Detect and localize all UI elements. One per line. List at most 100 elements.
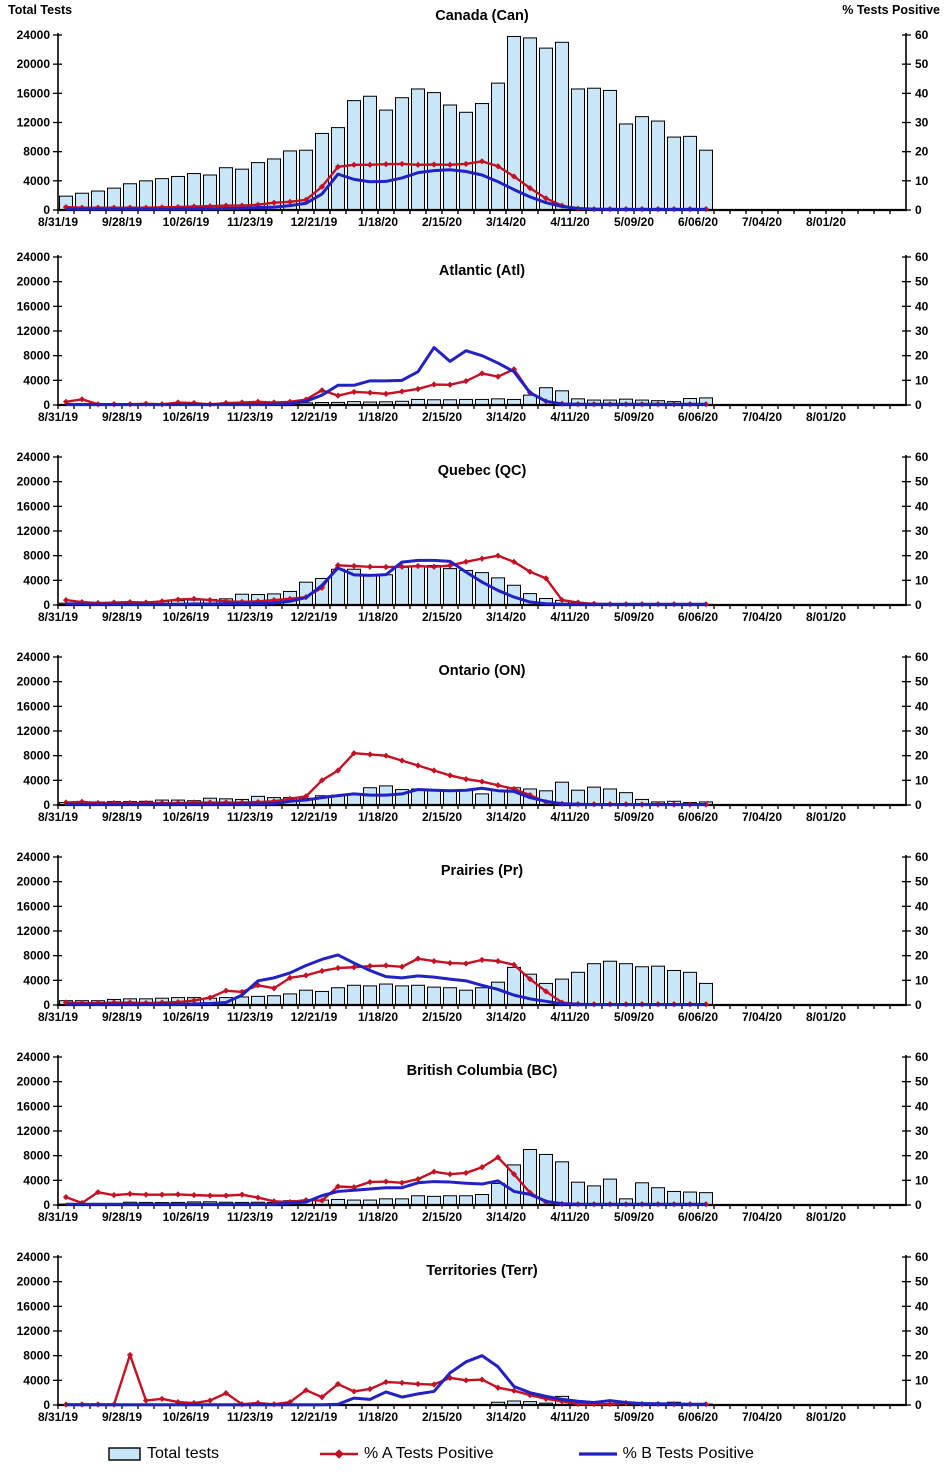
svg-text:20: 20 [915,949,929,963]
svg-text:12000: 12000 [17,524,51,538]
svg-text:10: 10 [915,573,929,587]
svg-text:5/09/20: 5/09/20 [614,215,654,229]
svg-text:12000: 12000 [17,1324,51,1338]
svg-text:20000: 20000 [17,675,51,689]
legend-label-total-tests: Total tests [147,1445,220,1462]
svg-text:16000: 16000 [17,699,51,713]
svg-text:9/28/19: 9/28/19 [102,610,142,624]
svg-text:11/23/19: 11/23/19 [227,215,273,229]
svg-text:0: 0 [915,798,922,812]
svg-text:16000: 16000 [17,899,51,913]
svg-text:0: 0 [43,1398,50,1412]
svg-text:50: 50 [915,1075,929,1089]
svg-text:11/23/19: 11/23/19 [227,410,273,424]
svg-text:11/23/19: 11/23/19 [227,810,273,824]
chart-svg: 0 4000 8000 12000 16000 20000 24000 0 10 20 30 40 50… [17,1050,929,1224]
svg-text:0: 0 [43,798,50,812]
left-axis-title: Total Tests [8,3,72,17]
svg-text:12/21/19: 12/21/19 [291,1010,338,1024]
svg-text:2/15/20: 2/15/20 [422,1210,462,1224]
svg-text:12/21/19: 12/21/19 [291,610,338,624]
svg-text:24000: 24000 [17,250,51,264]
svg-text:1/18/20: 1/18/20 [358,1410,398,1424]
svg-text:8/01/20: 8/01/20 [806,215,846,229]
svg-text:12000: 12000 [17,924,51,938]
svg-text:8/01/20: 8/01/20 [806,1210,846,1224]
svg-text:20000: 20000 [17,1275,51,1289]
svg-text:20: 20 [915,349,929,363]
svg-text:10/26/19: 10/26/19 [163,410,210,424]
svg-text:4000: 4000 [23,973,50,987]
panel-atlantic-atl: 0 4000 8000 12000 16000 20000 24000 0 10 20 30 40 50… [0,232,947,432]
svg-text:12/21/19: 12/21/19 [291,410,338,424]
svg-text:0: 0 [43,398,50,412]
svg-text:5/09/20: 5/09/20 [614,610,654,624]
svg-text:8/31/19: 8/31/19 [38,410,78,424]
svg-text:10: 10 [915,773,929,787]
chart-svg: 0 4000 8000 12000 16000 20000 24000 0 10 20 30 40 50… [8,3,940,229]
svg-text:1/18/20: 1/18/20 [358,810,398,824]
svg-text:4000: 4000 [23,773,50,787]
svg-text:7/04/20: 7/04/20 [742,410,782,424]
panel-title: Atlantic (Atl) [439,263,525,279]
svg-text:60: 60 [915,1250,929,1264]
svg-text:8/31/19: 8/31/19 [38,1410,78,1424]
svg-text:6/06/20: 6/06/20 [678,1410,718,1424]
svg-text:7/04/20: 7/04/20 [742,215,782,229]
svg-text:0: 0 [915,1398,922,1412]
svg-text:1/18/20: 1/18/20 [358,1210,398,1224]
svg-text:0: 0 [915,203,922,217]
svg-text:1/18/20: 1/18/20 [358,610,398,624]
svg-text:24000: 24000 [17,1250,51,1264]
svg-text:6/06/20: 6/06/20 [678,215,718,229]
svg-text:40: 40 [915,899,929,913]
svg-text:20000: 20000 [17,875,51,889]
svg-text:5/09/20: 5/09/20 [614,410,654,424]
chart-svg: 0 4000 8000 12000 16000 20000 24000 0 10 20 30 40 50… [17,450,929,624]
svg-text:20000: 20000 [17,275,51,289]
svg-text:8000: 8000 [23,145,50,159]
svg-text:12000: 12000 [17,324,51,338]
svg-text:11/23/19: 11/23/19 [227,1410,273,1424]
svg-text:8/01/20: 8/01/20 [806,1010,846,1024]
svg-text:8000: 8000 [23,949,50,963]
svg-text:12/21/19: 12/21/19 [291,1210,338,1224]
svg-text:50: 50 [915,57,929,71]
svg-text:0: 0 [43,203,50,217]
svg-text:60: 60 [915,250,929,264]
svg-text:11/23/19: 11/23/19 [227,1210,273,1224]
legend-item-total-tests: Total tests [108,1445,219,1463]
svg-text:6/06/20: 6/06/20 [678,1010,718,1024]
svg-text:50: 50 [915,675,929,689]
svg-text:10/26/19: 10/26/19 [163,215,210,229]
svg-text:8/01/20: 8/01/20 [806,610,846,624]
svg-text:3/14/20: 3/14/20 [486,410,526,424]
svg-text:10: 10 [915,1373,929,1387]
svg-text:60: 60 [915,450,929,464]
svg-text:1/18/20: 1/18/20 [358,410,398,424]
svg-text:0: 0 [43,1198,50,1212]
panel-british-columbia-bc: 0 4000 8000 12000 16000 20000 24000 0 10 20 30 40 50… [0,1032,947,1232]
legend-label-pct-b: % B Tests Positive [622,1445,754,1462]
panel-ontario-on: 0 4000 8000 12000 16000 20000 24000 0 10 20 30 40 50… [0,632,947,832]
total-tests-swatch-icon [108,1447,141,1461]
svg-text:10/26/19: 10/26/19 [163,1010,210,1024]
svg-text:11/23/19: 11/23/19 [227,1010,273,1024]
svg-text:10: 10 [915,973,929,987]
svg-text:5/09/20: 5/09/20 [614,1210,654,1224]
svg-text:5/09/20: 5/09/20 [614,1410,654,1424]
svg-text:16000: 16000 [17,299,51,313]
svg-text:4000: 4000 [23,174,50,188]
svg-text:4/11/20: 4/11/20 [550,410,590,424]
svg-text:2/15/20: 2/15/20 [422,410,462,424]
panel-territories-terr: 0 4000 8000 12000 16000 20000 24000 0 10 20 30 40 50… [0,1232,947,1432]
pct-b-line-icon [578,1452,617,1456]
panel-prairies-pr: 0 4000 8000 12000 16000 20000 24000 0 10 20 30 40 50… [0,832,947,1032]
svg-text:40: 40 [915,1099,929,1113]
svg-text:8/31/19: 8/31/19 [38,215,78,229]
svg-text:8/31/19: 8/31/19 [38,610,78,624]
svg-text:8000: 8000 [23,749,50,763]
svg-text:2/15/20: 2/15/20 [422,610,462,624]
svg-text:60: 60 [915,650,929,664]
svg-text:10/26/19: 10/26/19 [163,1210,210,1224]
